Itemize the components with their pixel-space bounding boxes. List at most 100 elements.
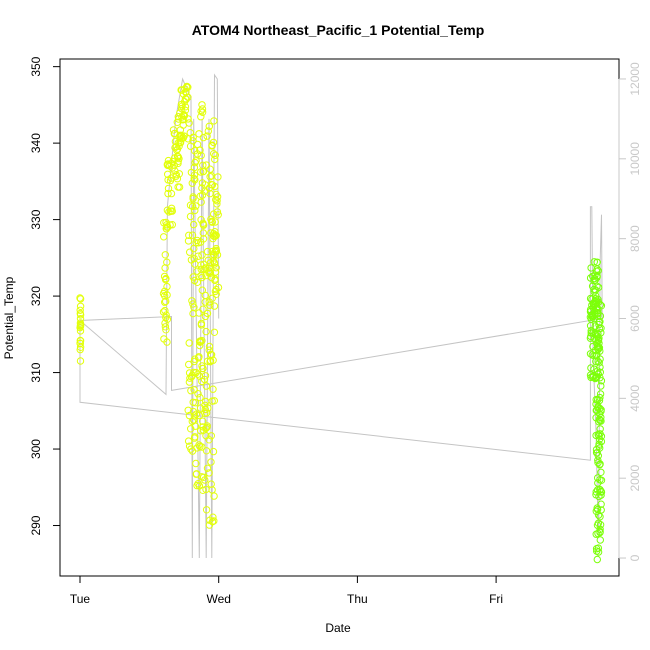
data-point bbox=[211, 182, 219, 191]
data-point bbox=[596, 528, 604, 536]
data-point bbox=[202, 327, 210, 336]
data-point bbox=[193, 267, 201, 275]
series-points-layer bbox=[76, 82, 606, 564]
data-point bbox=[173, 152, 182, 160]
data-point bbox=[193, 481, 201, 490]
data-point bbox=[197, 168, 205, 176]
data-point bbox=[210, 328, 219, 336]
data-point bbox=[210, 302, 219, 310]
data-point bbox=[184, 437, 193, 445]
data-point bbox=[160, 233, 168, 241]
data-point bbox=[201, 298, 209, 306]
data-point bbox=[176, 139, 184, 147]
right-y-tick-label: 12000 bbox=[628, 62, 642, 96]
data-point bbox=[190, 368, 198, 377]
data-point bbox=[187, 256, 196, 264]
data-point bbox=[208, 142, 216, 150]
data-point bbox=[596, 368, 604, 376]
data-point bbox=[187, 168, 196, 177]
data-point bbox=[171, 167, 179, 175]
y-axis: 290 300 310 320 330 340 350 bbox=[29, 56, 61, 536]
data-point bbox=[212, 244, 220, 253]
data-point bbox=[596, 444, 604, 452]
data-point bbox=[595, 334, 603, 342]
data-point bbox=[592, 297, 600, 305]
data-point bbox=[199, 133, 208, 142]
data-point bbox=[195, 411, 204, 420]
data-point bbox=[202, 409, 211, 417]
data-point bbox=[210, 260, 219, 268]
data-point bbox=[199, 235, 208, 243]
data-point bbox=[76, 320, 85, 329]
data-point bbox=[202, 382, 211, 390]
data-point bbox=[184, 83, 192, 91]
data-point bbox=[195, 130, 203, 138]
data-point bbox=[179, 111, 188, 119]
data-point bbox=[192, 368, 200, 377]
data-point bbox=[76, 357, 85, 365]
data-point bbox=[211, 155, 219, 164]
data-point bbox=[597, 324, 605, 332]
data-point bbox=[191, 433, 199, 441]
data-point bbox=[592, 267, 601, 275]
data-point bbox=[197, 198, 205, 206]
data-point bbox=[597, 506, 605, 514]
data-point bbox=[170, 161, 179, 169]
data-point bbox=[213, 197, 221, 205]
y-tick-label: 320 bbox=[29, 286, 43, 306]
data-point bbox=[202, 161, 211, 169]
x-axis: Tue Wed Thu Fri bbox=[70, 575, 503, 606]
x-tick-label: Thu bbox=[347, 592, 368, 606]
data-point bbox=[190, 174, 198, 183]
data-point bbox=[587, 364, 595, 372]
data-point bbox=[178, 86, 186, 94]
data-point bbox=[197, 151, 205, 160]
data-point bbox=[198, 443, 206, 451]
data-point bbox=[76, 339, 85, 348]
data-point bbox=[162, 311, 170, 319]
data-point bbox=[213, 208, 222, 216]
data-point bbox=[589, 272, 597, 280]
data-point bbox=[209, 447, 218, 456]
data-point bbox=[211, 276, 219, 285]
data-point bbox=[210, 517, 218, 525]
data-point bbox=[208, 218, 217, 226]
y-tick-label: 300 bbox=[29, 439, 43, 459]
data-point bbox=[198, 473, 206, 481]
data-point bbox=[195, 353, 203, 361]
data-point bbox=[169, 157, 177, 166]
data-point bbox=[590, 258, 598, 266]
data-point bbox=[593, 258, 601, 266]
data-point bbox=[76, 302, 85, 310]
data-point bbox=[205, 346, 213, 354]
data-point bbox=[196, 341, 204, 350]
data-point bbox=[587, 326, 595, 335]
data-point bbox=[192, 202, 200, 210]
data-point bbox=[205, 521, 214, 529]
data-point bbox=[198, 273, 206, 282]
data-point bbox=[189, 273, 197, 281]
data-point bbox=[208, 397, 216, 405]
data-point bbox=[596, 355, 604, 363]
data-point bbox=[211, 228, 219, 236]
data-point bbox=[159, 289, 168, 298]
data-point bbox=[191, 355, 199, 363]
data-point bbox=[201, 405, 210, 414]
data-point bbox=[588, 313, 597, 321]
data-point bbox=[212, 290, 220, 298]
data-point bbox=[206, 259, 215, 267]
data-point bbox=[188, 231, 197, 239]
data-point bbox=[186, 201, 195, 209]
data-point bbox=[172, 172, 180, 181]
data-point bbox=[180, 98, 189, 106]
data-point bbox=[185, 442, 194, 450]
data-point bbox=[185, 231, 193, 240]
data-point bbox=[595, 440, 603, 448]
data-point bbox=[179, 134, 188, 142]
data-point bbox=[76, 294, 84, 302]
data-point bbox=[202, 506, 211, 514]
data-point bbox=[184, 237, 193, 245]
data-point bbox=[187, 387, 195, 395]
data-point bbox=[197, 321, 206, 329]
